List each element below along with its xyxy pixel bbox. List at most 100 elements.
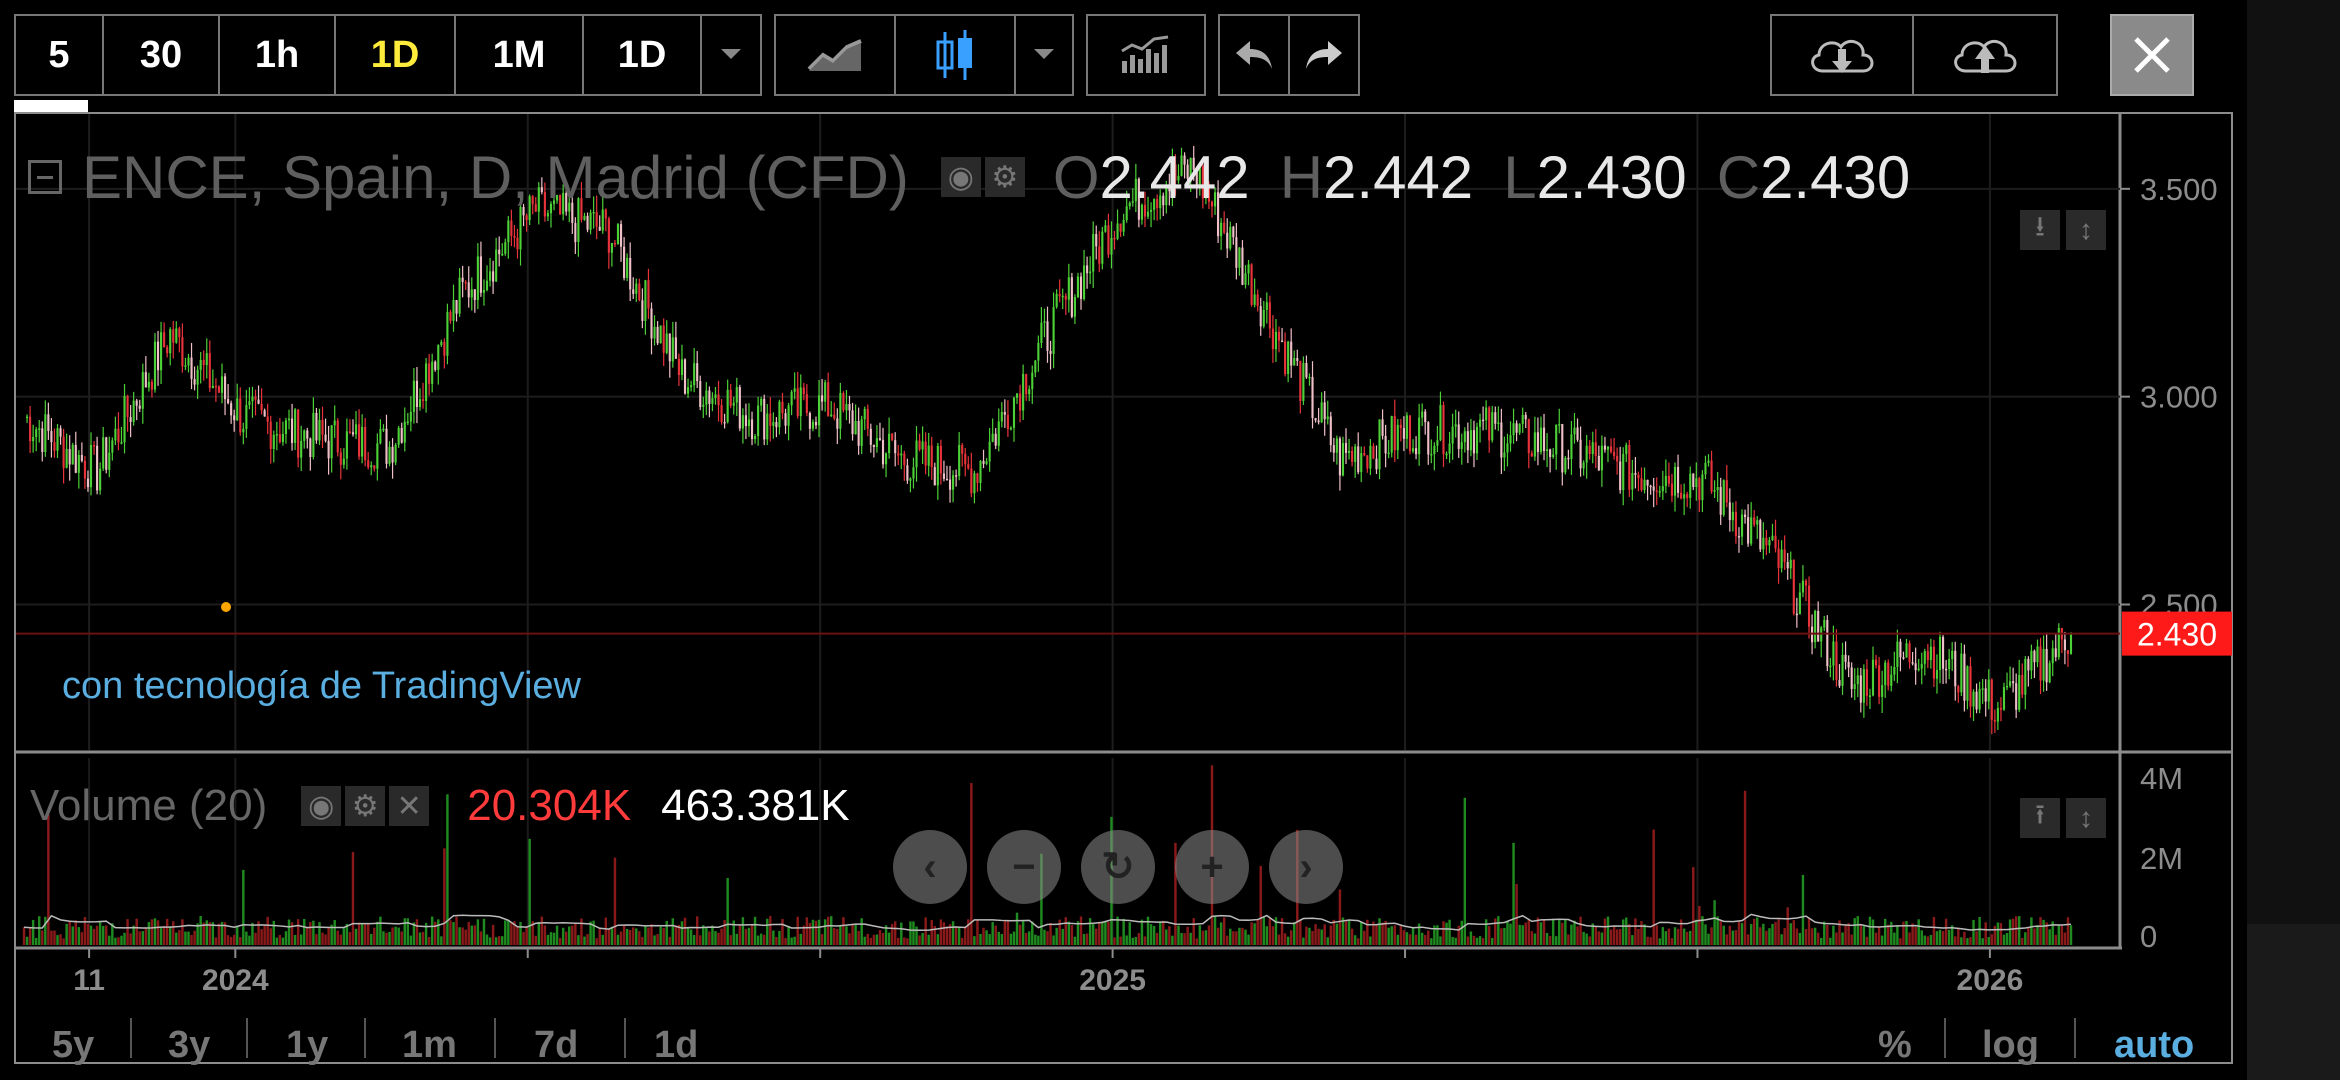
volume-bar (1978, 917, 1981, 945)
interval-1h-button[interactable]: 1h (220, 16, 336, 94)
volume-bar (960, 937, 964, 945)
arrow-up-icon[interactable]: ⭱ (2020, 798, 2060, 838)
indicators-button[interactable] (1088, 16, 1204, 94)
volume-bar (1329, 925, 1333, 945)
candle-body (1220, 222, 1223, 237)
volume-bar (2021, 937, 2024, 945)
cloud-download-button[interactable] (1772, 16, 1914, 94)
volume-bar (1536, 917, 1540, 945)
volume-bar (1003, 920, 1007, 945)
candle-body (163, 332, 166, 348)
candle-body (1125, 206, 1128, 221)
range-1y-button[interactable]: 1y (286, 1024, 329, 1066)
candle-body (2036, 646, 2039, 663)
volume-bar (1585, 933, 1588, 945)
undo-button[interactable] (1220, 16, 1290, 94)
volume-bar (443, 848, 446, 945)
eye-icon[interactable]: ◉ (940, 157, 981, 197)
candlestick-button[interactable] (896, 16, 1016, 94)
candle-body (2045, 648, 2048, 683)
zoom-in-button[interactable]: + (1175, 830, 1249, 904)
candle-body (415, 380, 419, 407)
candle-body (665, 333, 668, 353)
candle-body (1375, 458, 1378, 470)
tradingview-watermark[interactable]: con tecnología de TradingView (62, 665, 581, 707)
zoom-out-button[interactable]: − (987, 830, 1061, 904)
range-5y-button[interactable]: 5y (52, 1024, 95, 1066)
volume-bar (1012, 931, 1016, 945)
auto-scale-button[interactable]: auto (2114, 1024, 2195, 1066)
reset-button[interactable]: ↻ (1081, 830, 1155, 904)
line-chart-button[interactable] (776, 16, 896, 94)
candle-body (150, 381, 154, 390)
candle-body (1887, 662, 1890, 686)
interval-custom-button[interactable]: 1D (584, 16, 702, 94)
volume-bar (1926, 936, 1930, 945)
volume-bar (345, 923, 349, 945)
interval-5-button[interactable]: 5 (16, 16, 104, 94)
volume-bar (1204, 930, 1208, 945)
candle-body (144, 372, 147, 388)
candle-body (930, 445, 933, 468)
redo-button[interactable] (1290, 16, 1358, 94)
candle-body (1597, 455, 1600, 471)
volume-bar (1914, 926, 1917, 945)
candle-body (1631, 473, 1634, 490)
volume-bar (513, 921, 516, 945)
volume-bar (336, 930, 339, 945)
volume-bar (1006, 919, 1010, 945)
candle-body (1698, 478, 1701, 501)
volume-bar (403, 918, 406, 945)
range-1m-button[interactable]: 1m (402, 1024, 457, 1066)
gear-icon[interactable]: ⚙ (345, 786, 386, 826)
log-scale-button[interactable]: log (1982, 1024, 2039, 1066)
candle-body (1445, 453, 1448, 456)
candle-body (869, 428, 872, 445)
candle-body (1290, 341, 1293, 366)
scroll-left-button[interactable]: ‹ (893, 830, 967, 904)
interval-30-button[interactable]: 30 (104, 16, 220, 94)
volume-bar (826, 916, 830, 945)
candle-body (382, 428, 385, 431)
volume-bar (427, 937, 431, 945)
cloud-upload-button[interactable] (1914, 16, 2056, 94)
candle-body (114, 428, 117, 441)
scroll-handle[interactable] (14, 100, 88, 112)
volume-bar (1841, 932, 1844, 945)
gear-icon[interactable]: ⚙ (984, 157, 1025, 197)
volume-bar (175, 932, 178, 945)
arrow-down-icon[interactable]: ⭳ (2020, 210, 2060, 250)
candle-body (1978, 688, 1981, 710)
range-1d-button[interactable]: 1d (654, 1024, 699, 1066)
candle-body (982, 460, 985, 464)
candle-body (1743, 514, 1747, 518)
volume-bar (814, 920, 818, 945)
candle-body (71, 444, 74, 465)
candle-body (1229, 226, 1232, 249)
interval-1d-button[interactable]: 1D (336, 16, 456, 94)
interval-1m-button[interactable]: 1M (456, 16, 584, 94)
volume-bar (1551, 918, 1555, 945)
maximize-icon[interactable]: ↕ (2066, 210, 2106, 250)
range-3y-button[interactable]: 3y (168, 1024, 211, 1066)
volume-bar (1792, 920, 1796, 945)
volume-bar (610, 926, 614, 945)
candle-body (77, 454, 80, 473)
volume-bar (1893, 932, 1896, 945)
candle-body (1914, 663, 1917, 671)
percent-scale-button[interactable]: % (1878, 1024, 1912, 1066)
eye-icon[interactable]: ◉ (301, 786, 342, 826)
range-7d-button[interactable]: 7d (534, 1024, 579, 1066)
range-separator (1944, 1018, 1946, 1058)
close-button[interactable] (2110, 14, 2194, 96)
maximize-icon[interactable]: ↕ (2066, 798, 2106, 838)
candle-body (272, 434, 275, 449)
y-tick-label: 3.500 (2140, 172, 2218, 207)
collapse-legend-button[interactable] (28, 160, 62, 194)
scroll-right-button[interactable]: › (1269, 830, 1343, 904)
chart-type-dropdown-button[interactable] (1016, 16, 1072, 94)
candle-body (1832, 641, 1835, 666)
volume-bar (793, 936, 796, 945)
close-icon[interactable]: ✕ (389, 786, 430, 826)
interval-dropdown-button[interactable] (702, 16, 760, 94)
